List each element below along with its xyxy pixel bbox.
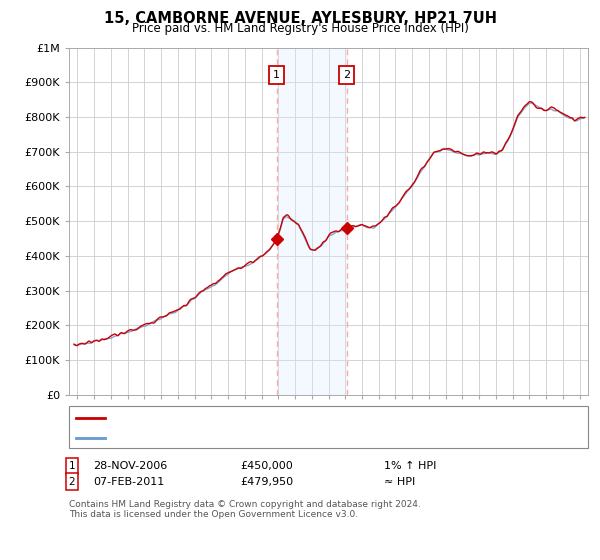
Text: 1: 1 [68, 461, 76, 471]
Bar [277, 48, 347, 395]
Text: 07-FEB-2011: 07-FEB-2011 [93, 477, 164, 487]
Text: 1% ↑ HPI: 1% ↑ HPI [384, 461, 436, 471]
Text: 15, CAMBORNE AVENUE, AYLESBURY, HP21 7UH (detached house): 15, CAMBORNE AVENUE, AYLESBURY, HP21 7UH… [108, 413, 452, 423]
Text: £479,950: £479,950 [240, 477, 293, 487]
Text: 2: 2 [343, 71, 350, 81]
Text: £450,000: £450,000 [240, 461, 293, 471]
Text: HPI: Average price, detached house, Buckinghamshire: HPI: Average price, detached house, Buck… [108, 432, 392, 442]
Text: 1: 1 [273, 71, 280, 81]
Text: ≈ HPI: ≈ HPI [384, 477, 415, 487]
Text: 15, CAMBORNE AVENUE, AYLESBURY, HP21 7UH: 15, CAMBORNE AVENUE, AYLESBURY, HP21 7UH [104, 11, 497, 26]
Text: Contains HM Land Registry data © Crown copyright and database right 2024.: Contains HM Land Registry data © Crown c… [69, 500, 421, 508]
Text: This data is licensed under the Open Government Licence v3.0.: This data is licensed under the Open Gov… [69, 510, 358, 519]
Text: Price paid vs. HM Land Registry's House Price Index (HPI): Price paid vs. HM Land Registry's House … [131, 22, 469, 35]
Text: 2: 2 [68, 477, 76, 487]
Text: 28-NOV-2006: 28-NOV-2006 [93, 461, 167, 471]
